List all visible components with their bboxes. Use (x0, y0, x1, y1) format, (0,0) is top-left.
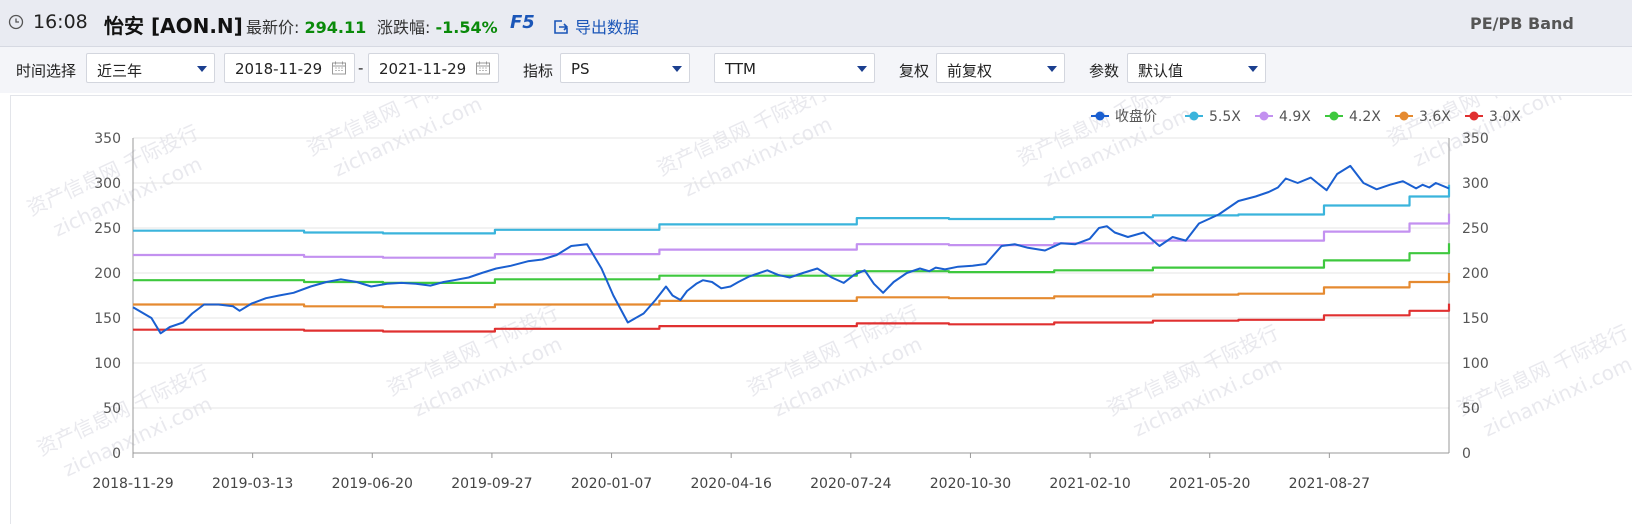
export-data-label: 导出数据 (575, 18, 640, 37)
change-rate: 涨跌幅: -1.54% (377, 14, 498, 38)
legend-marker-b36 (1399, 111, 1409, 121)
legend-marker-b42 (1329, 111, 1339, 121)
chevron-down-icon (1248, 66, 1258, 72)
legend-marker-b49 (1259, 111, 1269, 121)
indicator-select[interactable]: PS (560, 53, 690, 83)
period-select[interactable]: TTM (714, 53, 875, 83)
clock-time: 16:08 (33, 11, 88, 33)
end-date-value: 2021-11-29 (379, 60, 467, 78)
filter-bar: 时间选择 近三年 2018-11-29 - 2021-11-29 指标 PS T… (0, 47, 1632, 93)
y-tick-label-right: 0 (1462, 446, 1471, 462)
latest-price: 最新价: 294.11 (246, 14, 366, 38)
y-tick-label-left: 50 (103, 401, 121, 417)
x-tick-label: 2020-10-30 (930, 476, 1011, 492)
y-tick-label-right: 200 (1462, 266, 1489, 282)
legend-label-b49: 4.9X (1279, 109, 1311, 125)
param-value: 默认值 (1138, 62, 1184, 80)
y-tick-label-left: 150 (94, 311, 121, 327)
y-tick-label-right: 250 (1462, 221, 1489, 237)
legend-label-b30: 3.0X (1489, 109, 1521, 125)
y-tick-label-right: 350 (1462, 131, 1489, 147)
x-tick-label: 2021-02-10 (1049, 476, 1130, 492)
export-data-button[interactable]: 导出数据 (553, 14, 639, 38)
legend-label-b36: 3.6X (1419, 109, 1451, 125)
end-date-input[interactable]: 2021-11-29 (368, 53, 499, 83)
series-line-b30 (133, 303, 1451, 333)
header-bar: 16:08 怡安 [AON.N] 最新价: 294.11 涨跌幅: -1.54%… (0, 0, 1632, 47)
series-line-b36 (133, 273, 1451, 309)
indicator-label: 指标 (523, 62, 554, 80)
calendar-icon (332, 61, 346, 75)
legend-label-b55: 5.5X (1209, 109, 1241, 125)
time-range-label: 时间选择 (16, 62, 77, 80)
y-tick-label-right: 50 (1462, 401, 1480, 417)
chevron-down-icon (857, 66, 867, 72)
x-tick-label: 2020-04-16 (690, 476, 771, 492)
start-date-value: 2018-11-29 (235, 60, 323, 78)
legend-label-b42: 4.2X (1349, 109, 1381, 125)
indicator-value: PS (571, 60, 590, 78)
export-icon (554, 20, 569, 34)
calendar-icon (476, 61, 490, 75)
chevron-down-icon (672, 66, 682, 72)
date-separator: - (358, 59, 364, 77)
pe-pb-band-tab[interactable]: PE/PB Band (1470, 14, 1574, 33)
x-tick-label: 2021-05-20 (1169, 476, 1250, 492)
adjust-select[interactable]: 前复权 (936, 53, 1065, 83)
y-tick-label-left: 200 (94, 266, 121, 282)
param-label: 参数 (1089, 62, 1120, 80)
y-tick-label-right: 100 (1462, 356, 1489, 372)
period-value: TTM (725, 60, 757, 78)
change-rate-value: -1.54% (435, 18, 498, 37)
adjust-label: 复权 (899, 62, 930, 80)
legend-marker-close (1095, 111, 1105, 121)
y-tick-label-left: 350 (94, 131, 121, 147)
latest-price-value: 294.11 (304, 18, 367, 37)
time-range-value: 近三年 (97, 62, 143, 80)
y-tick-label-right: 150 (1462, 311, 1489, 327)
x-tick-label: 2021-08-27 (1289, 476, 1370, 492)
y-tick-label-left: 100 (94, 356, 121, 372)
y-tick-label-left: 300 (94, 176, 121, 192)
legend-marker-b55 (1189, 111, 1199, 121)
f5-refresh-button[interactable]: F5 (510, 12, 535, 33)
x-tick-label: 2020-07-24 (810, 476, 891, 492)
x-tick-label: 2018-11-29 (92, 476, 173, 492)
x-tick-label: 2019-06-20 (332, 476, 413, 492)
series-line-b49 (133, 213, 1451, 259)
stock-title: 怡安 [AON.N] (104, 14, 243, 38)
legend-label-close: 收盘价 (1115, 108, 1157, 125)
x-tick-label: 2019-09-27 (451, 476, 532, 492)
y-tick-label-left: 0 (112, 446, 121, 462)
x-tick-label: 2019-03-13 (212, 476, 293, 492)
series-line-close (132, 164, 1450, 335)
start-date-input[interactable]: 2018-11-29 (224, 53, 355, 83)
clock-icon (8, 14, 24, 30)
param-select[interactable]: 默认值 (1127, 53, 1266, 83)
chevron-down-icon (1047, 66, 1057, 72)
change-rate-label: 涨跌幅: (377, 18, 431, 37)
chart-panel: 资产信息网 千际投行 zichanxinxi.com 资产信息网 千际投行 zicha… (10, 50, 1632, 524)
adjust-value: 前复权 (947, 62, 993, 80)
time-range-select[interactable]: 近三年 (86, 53, 215, 83)
x-tick-label: 2020-01-07 (571, 476, 652, 492)
y-tick-label-left: 250 (94, 221, 121, 237)
series-line-b42 (133, 243, 1451, 284)
latest-price-label: 最新价: (246, 18, 300, 37)
y-tick-label-right: 300 (1462, 176, 1489, 192)
legend-marker-b30 (1469, 111, 1479, 121)
chevron-down-icon (197, 66, 207, 72)
series-line-b55 (133, 184, 1451, 235)
